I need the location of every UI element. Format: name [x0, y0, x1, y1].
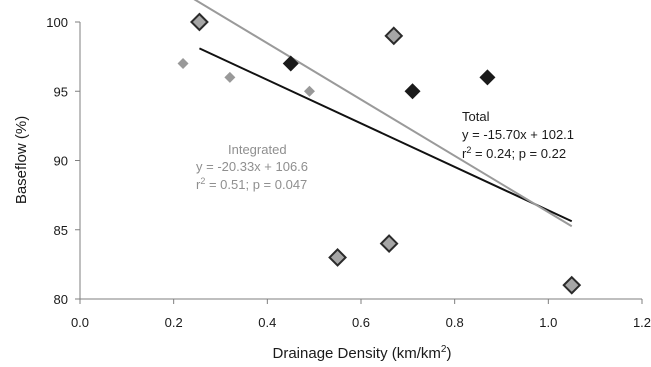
y-tick-label: 85: [54, 223, 68, 238]
total-stats-text: = 0.24; p = 0.22: [471, 146, 566, 161]
point-integrated: [303, 85, 315, 97]
y-tick-label: 100: [46, 15, 68, 30]
x-axis-title-main: Drainage Density (km/km: [273, 345, 441, 362]
point-shared: [328, 248, 347, 267]
x-axis-title-superscript: 2: [441, 344, 447, 355]
x-tick-label: 0.8: [446, 315, 464, 330]
integrated-stats: r2 = 0.51; p = 0.047: [196, 176, 307, 192]
total-equation: y = -15.70x + 102.1: [462, 127, 574, 142]
total-annotation: Total y = -15.70x + 102.1 r2 = 0.24; p =…: [462, 109, 574, 161]
point-shared: [384, 26, 404, 46]
y-tick-label: 80: [54, 292, 68, 307]
x-tick-label: 0.6: [352, 315, 370, 330]
point-integrated: [224, 71, 236, 83]
total-stats: r2 = 0.24; p = 0.22: [462, 145, 566, 161]
integrated-r-superscript: 2: [200, 176, 205, 186]
x-axis-title: Drainage Density (km/km2): [273, 344, 452, 362]
point-total: [404, 83, 421, 100]
point-total: [479, 69, 496, 86]
integrated-r: r: [196, 177, 201, 192]
x-axis-title-end: ): [446, 345, 451, 362]
point-total: [282, 55, 299, 72]
x-tick-label: 0.4: [258, 315, 276, 330]
integrated-equation: y = -20.33x + 106.6: [196, 159, 308, 174]
x-tick-label: 0.2: [165, 315, 183, 330]
y-tick-label: 95: [54, 84, 68, 99]
total-r-superscript: 2: [466, 145, 471, 155]
trendline-integrated: [193, 0, 573, 228]
y-tick-label: 90: [54, 154, 68, 169]
total-label: Total: [462, 109, 490, 124]
integrated-stats-text: = 0.51; p = 0.047: [205, 177, 307, 192]
total-r: r: [462, 146, 467, 161]
x-tick-label: 1.0: [539, 315, 557, 330]
integrated-label: Integrated: [228, 142, 287, 157]
point-integrated: [177, 58, 189, 70]
x-tick-label: 1.2: [633, 315, 651, 330]
x-tick-label: 0.0: [71, 315, 89, 330]
point-shared: [379, 234, 399, 254]
plot-area: 80 85 90 95 100 0.0 0.2 0.4 0.6 0.8 1.0 1.2: [46, 0, 651, 330]
integrated-annotation: Integrated y = -20.33x + 106.6 r2 = 0.51…: [196, 142, 308, 192]
y-axis-title: Baseflow (%): [13, 116, 30, 204]
point-shared: [190, 12, 209, 32]
point-shared: [562, 275, 582, 295]
trendline-total: [199, 47, 573, 223]
